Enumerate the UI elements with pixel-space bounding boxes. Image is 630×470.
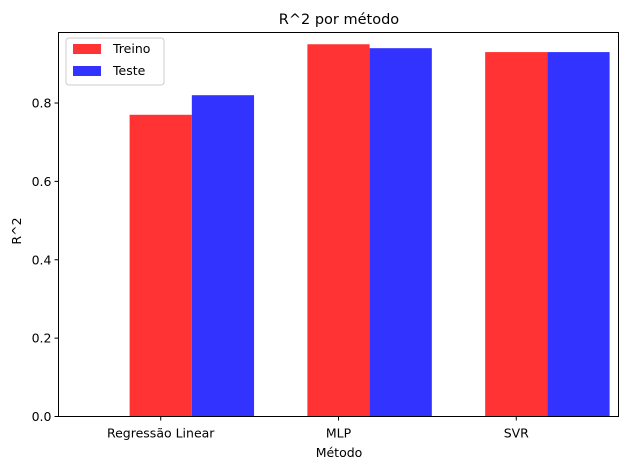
bar-teste-regressao-linear (191, 95, 255, 417)
x-tick-label: SVR (504, 426, 529, 441)
y-axis-label: R^2 (9, 217, 24, 244)
bar-treino-svr (485, 52, 548, 417)
bar-teste-svr (547, 52, 610, 417)
y-ticks-group: 0.0 0.2 0.4 0.6 0.8 (32, 96, 59, 424)
bar-teste-mlp (369, 48, 432, 417)
y-tick-label: 0.8 (32, 96, 52, 111)
plot-frame (58, 32, 619, 417)
y-tick-label: 0.2 (32, 331, 52, 346)
legend-label-treino: Treino (112, 41, 150, 56)
x-tick-label: Regressão Linear (107, 426, 215, 441)
x-ticks-group: Regressão Linear MLP SVR (107, 416, 529, 441)
y-tick-label: 0.4 (32, 252, 52, 267)
bar-treino-regressao-linear (129, 114, 192, 417)
legend-swatch-treino (73, 44, 101, 54)
x-tick-label: MLP (326, 426, 352, 441)
bars-group (129, 44, 610, 417)
legend-swatch-teste (73, 66, 101, 76)
y-tick-label: 0.0 (32, 409, 52, 424)
y-tick-label: 0.6 (32, 174, 52, 189)
legend: Treino Teste (65, 37, 165, 86)
bar-treino-mlp (307, 44, 370, 417)
chart-title: R^2 por método (279, 12, 400, 28)
x-axis-label: Método (316, 445, 363, 460)
legend-label-teste: Teste (112, 63, 146, 78)
